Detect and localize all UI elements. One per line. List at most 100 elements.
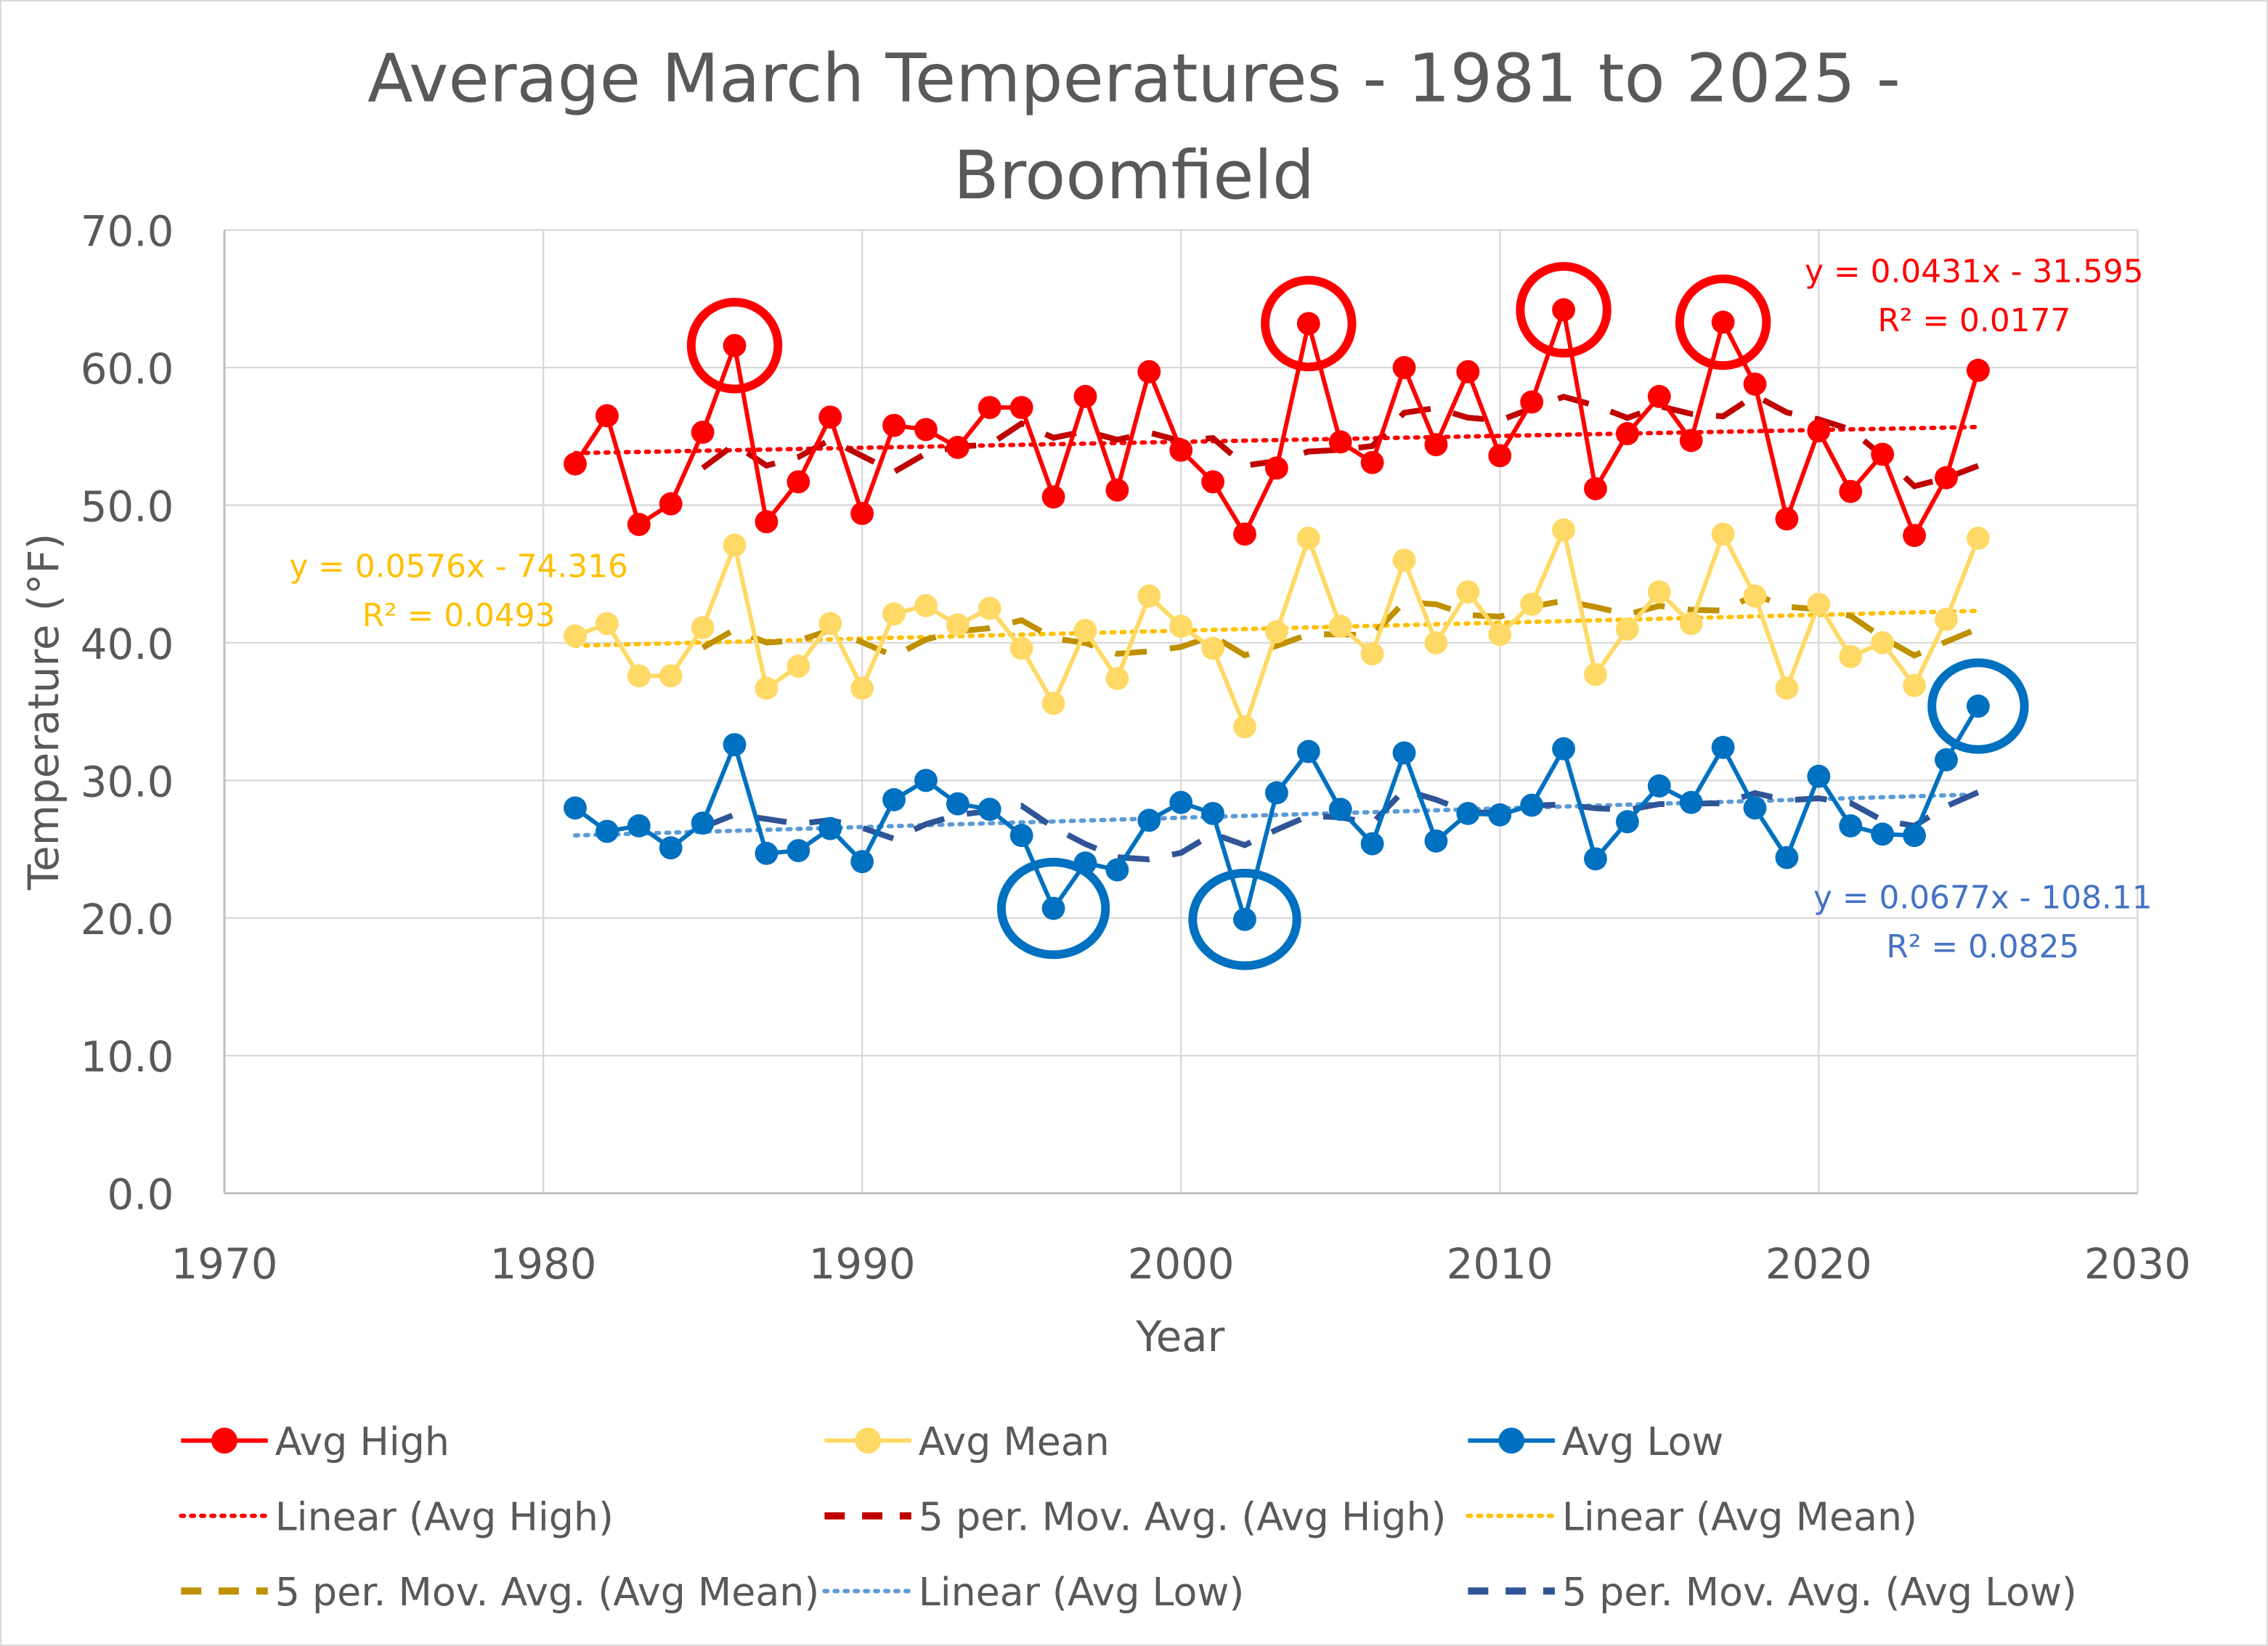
data-point-avg-mean xyxy=(1041,692,1065,715)
data-point-avg-mean xyxy=(818,612,842,636)
data-point-avg-mean xyxy=(755,676,779,700)
data-point-avg-mean xyxy=(1584,662,1607,686)
data-point-avg-mean xyxy=(1488,623,1512,646)
data-point-avg-low xyxy=(1265,781,1288,805)
data-point-avg-mean xyxy=(977,596,1001,620)
data-point-avg-mean xyxy=(723,533,747,557)
data-point-avg-mean xyxy=(564,624,587,648)
data-point-avg-high xyxy=(595,404,619,428)
data-point-avg-mean xyxy=(1233,715,1256,739)
data-point-avg-low xyxy=(691,811,715,835)
data-point-avg-mean xyxy=(1137,584,1161,608)
data-point-avg-low xyxy=(1360,832,1384,856)
data-point-avg-low xyxy=(1552,737,1576,761)
data-point-avg-high xyxy=(1201,470,1225,494)
data-point-avg-mean xyxy=(1073,618,1097,642)
data-point-avg-mean xyxy=(1647,580,1671,604)
data-point-avg-high xyxy=(1169,438,1193,462)
data-point-avg-low xyxy=(1711,736,1735,759)
legend-label: Avg Mean xyxy=(919,1419,1110,1464)
data-point-avg-low xyxy=(1679,790,1703,814)
data-point-avg-high xyxy=(1520,390,1544,414)
data-point-avg-low xyxy=(1456,801,1480,825)
data-point-avg-low xyxy=(1839,814,1863,838)
legend-label: Linear (Avg High) xyxy=(275,1494,614,1540)
data-point-avg-low xyxy=(1201,801,1225,825)
legend-label: Linear (Avg Low) xyxy=(919,1569,1245,1615)
data-point-avg-mean xyxy=(1296,527,1320,550)
data-point-avg-mean xyxy=(1105,667,1129,691)
data-point-avg-high xyxy=(1424,433,1448,457)
data-point-avg-low xyxy=(595,819,619,843)
data-point-avg-low xyxy=(1520,793,1544,817)
data-point-avg-low xyxy=(1871,822,1895,846)
data-point-avg-high xyxy=(850,501,874,525)
legend-label: 5 per. Mov. Avg. (Avg Low) xyxy=(1562,1569,2077,1615)
data-point-avg-low xyxy=(1807,764,1831,788)
data-point-avg-high xyxy=(1903,524,1926,548)
y-tick-label: 40.0 xyxy=(81,620,174,669)
legend-label: 5 per. Mov. Avg. (Avg High) xyxy=(919,1494,1447,1540)
data-point-avg-high xyxy=(1966,358,1990,382)
data-point-avg-low xyxy=(787,839,810,862)
data-point-avg-high xyxy=(1041,485,1065,509)
data-point-avg-mean xyxy=(1169,615,1193,638)
y-tick-label: 30.0 xyxy=(81,757,174,806)
data-point-avg-high xyxy=(1137,360,1161,384)
y-tick-label: 20.0 xyxy=(81,895,174,944)
data-point-avg-high xyxy=(1265,456,1288,480)
data-point-avg-high xyxy=(1328,430,1352,454)
data-point-avg-high xyxy=(1073,384,1097,408)
data-point-avg-high xyxy=(1807,419,1831,443)
x-tick-label: 2000 xyxy=(1128,1239,1235,1289)
x-tick-label: 2020 xyxy=(1765,1239,1872,1289)
data-point-avg-high xyxy=(564,452,587,476)
data-point-avg-low xyxy=(977,798,1001,822)
x-tick-label: 2010 xyxy=(1447,1239,1553,1289)
chart-title-line2: Broomfield xyxy=(954,137,1314,214)
data-point-avg-high xyxy=(1615,422,1639,445)
y-axis-label: Temperature (°F) xyxy=(19,533,68,891)
data-point-avg-high xyxy=(1552,298,1576,322)
data-point-avg-mean xyxy=(1392,548,1416,572)
data-point-avg-high xyxy=(1743,372,1767,396)
data-point-avg-mean xyxy=(1520,592,1544,616)
highlight-circle-avg-low xyxy=(1927,658,2029,754)
legend-label: Linear (Avg Mean) xyxy=(1562,1494,1917,1540)
highlight-circle-avg-high xyxy=(1516,262,1611,358)
legend-label: Avg Low xyxy=(1562,1419,1723,1464)
data-point-avg-low xyxy=(1743,796,1767,820)
data-point-avg-low xyxy=(1584,847,1607,871)
data-point-avg-low xyxy=(1424,829,1448,853)
y-tick-label: 70.0 xyxy=(81,207,174,256)
x-tick-label: 1970 xyxy=(171,1239,278,1289)
data-point-avg-mean xyxy=(946,613,970,637)
data-point-avg-mean xyxy=(1711,522,1735,546)
data-point-avg-low xyxy=(1169,790,1193,814)
data-point-avg-low xyxy=(1935,748,1958,771)
data-point-avg-low xyxy=(1233,907,1256,931)
y-tick-label: 0.0 xyxy=(107,1170,174,1220)
x-tick-label: 1990 xyxy=(809,1239,916,1289)
data-point-avg-low xyxy=(1903,824,1926,848)
data-point-avg-mean xyxy=(1552,518,1576,542)
data-point-avg-high xyxy=(723,333,747,357)
data-point-avg-high xyxy=(818,405,842,429)
y-tick-label: 10.0 xyxy=(81,1032,174,1082)
data-point-avg-mean xyxy=(1615,617,1639,641)
legend-marker-swatch xyxy=(855,1427,882,1454)
data-point-avg-low xyxy=(914,769,938,792)
data-point-avg-high xyxy=(1647,384,1671,408)
y-tick-label: 50.0 xyxy=(81,482,174,531)
data-point-avg-low xyxy=(1009,824,1033,848)
highlight-circle-avg-high xyxy=(1261,275,1357,372)
data-point-avg-mean xyxy=(1424,631,1448,654)
data-point-avg-mean xyxy=(1328,615,1352,638)
data-point-avg-mean xyxy=(914,593,938,617)
data-point-avg-mean xyxy=(1807,592,1831,616)
data-point-avg-mean xyxy=(1265,620,1288,644)
data-point-avg-low xyxy=(723,733,747,757)
data-point-avg-low xyxy=(882,787,906,811)
highlight-circle-avg-high xyxy=(1675,274,1771,370)
